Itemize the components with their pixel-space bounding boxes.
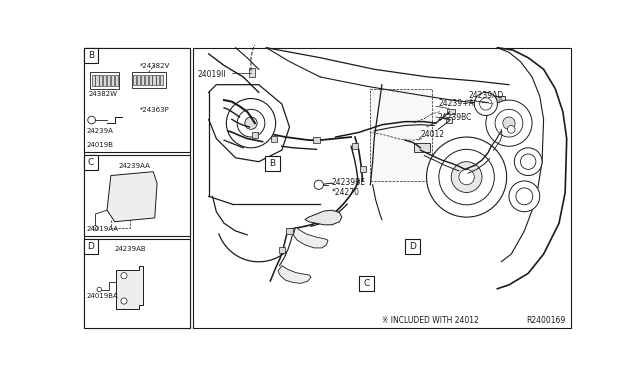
Text: 24239BC: 24239BC — [437, 112, 472, 122]
Bar — [111, 76, 114, 86]
Circle shape — [508, 125, 515, 133]
Circle shape — [520, 154, 536, 169]
Text: R2400169: R2400169 — [526, 316, 565, 325]
Bar — [279, 247, 285, 253]
Bar — [99, 76, 102, 86]
Text: 24239AB: 24239AB — [115, 247, 147, 253]
Text: 24012: 24012 — [420, 130, 444, 139]
Bar — [252, 132, 258, 138]
Bar — [494, 99, 497, 106]
Bar — [405, 239, 420, 254]
Circle shape — [88, 116, 95, 124]
Bar — [92, 76, 95, 86]
Bar — [314, 137, 319, 143]
Polygon shape — [305, 210, 342, 225]
Text: D: D — [409, 242, 416, 251]
Bar — [265, 155, 280, 171]
Bar — [148, 75, 152, 86]
Circle shape — [97, 287, 102, 292]
Text: B: B — [88, 51, 94, 60]
Bar — [145, 75, 148, 86]
Circle shape — [495, 109, 523, 137]
Polygon shape — [116, 266, 143, 309]
Circle shape — [93, 225, 98, 230]
Text: 24239BE: 24239BE — [332, 178, 366, 187]
Circle shape — [245, 117, 257, 129]
Circle shape — [121, 298, 127, 304]
Bar — [103, 76, 106, 86]
Circle shape — [486, 100, 532, 146]
Bar — [132, 73, 166, 88]
Circle shape — [459, 169, 474, 185]
Text: *24270: *24270 — [332, 188, 360, 197]
Bar — [133, 75, 136, 86]
Bar — [249, 68, 255, 77]
Text: ※ INCLUDED WITH 24012: ※ INCLUDED WITH 24012 — [382, 316, 479, 325]
Circle shape — [515, 148, 542, 176]
Bar — [84, 48, 98, 63]
Text: *24363P: *24363P — [140, 107, 169, 113]
Bar — [141, 75, 144, 86]
Circle shape — [121, 273, 127, 279]
Bar — [490, 99, 493, 106]
Bar — [84, 155, 98, 170]
Circle shape — [516, 188, 533, 205]
Bar — [488, 96, 505, 108]
Text: B: B — [269, 159, 276, 168]
Text: 24019BA: 24019BA — [86, 293, 118, 299]
Bar — [84, 239, 190, 328]
Text: 24382W: 24382W — [88, 91, 118, 97]
Circle shape — [227, 99, 276, 148]
Text: 24239AD: 24239AD — [468, 91, 504, 100]
Bar — [414, 143, 429, 153]
Polygon shape — [107, 172, 157, 222]
Bar — [84, 155, 190, 235]
Bar — [95, 76, 99, 86]
Text: 24019AA: 24019AA — [86, 227, 118, 232]
Circle shape — [474, 92, 497, 115]
Bar — [84, 239, 98, 254]
Bar — [193, 48, 570, 328]
Circle shape — [451, 162, 482, 192]
Bar — [137, 75, 140, 86]
Bar — [287, 228, 292, 234]
Bar — [90, 73, 119, 89]
Text: 24239+A: 24239+A — [438, 99, 474, 108]
Bar — [352, 143, 358, 150]
Bar — [371, 89, 432, 181]
Polygon shape — [293, 227, 328, 248]
Circle shape — [237, 109, 265, 137]
Circle shape — [427, 137, 507, 217]
Text: 24239AA: 24239AA — [118, 163, 150, 169]
Bar — [160, 75, 163, 86]
Bar — [84, 48, 190, 153]
Text: 24239A: 24239A — [86, 128, 113, 134]
Text: *24382V: *24382V — [140, 63, 170, 69]
Text: D: D — [88, 242, 94, 251]
Bar — [499, 99, 502, 106]
Bar — [156, 75, 159, 86]
Bar — [107, 76, 110, 86]
Bar — [446, 117, 452, 123]
Bar — [84, 48, 190, 328]
Polygon shape — [278, 266, 311, 283]
Circle shape — [439, 150, 494, 205]
Circle shape — [480, 98, 492, 110]
Circle shape — [503, 117, 515, 129]
Bar — [360, 166, 365, 173]
Bar — [499, 126, 508, 132]
Text: 24019II: 24019II — [197, 70, 226, 79]
Bar — [271, 135, 277, 142]
Bar — [152, 75, 156, 86]
Circle shape — [509, 181, 540, 212]
Text: C: C — [88, 158, 94, 167]
Text: C: C — [364, 279, 370, 288]
Circle shape — [314, 180, 323, 189]
Bar — [115, 76, 118, 86]
Bar — [447, 109, 455, 114]
Text: 24019B: 24019B — [86, 142, 113, 148]
Bar — [359, 276, 374, 291]
